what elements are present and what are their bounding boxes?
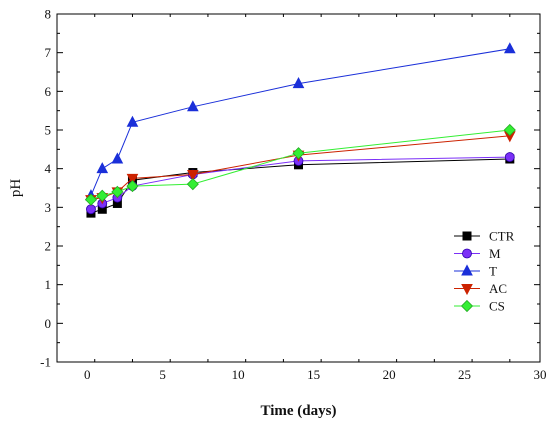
y-tick-label: 0 <box>45 316 52 331</box>
legend-label-ac: AC <box>489 281 507 296</box>
series-cs-point <box>292 147 305 160</box>
series-t-point <box>292 77 305 89</box>
series-t-point <box>96 162 109 174</box>
y-tick-label: 8 <box>45 7 52 22</box>
x-tick-label: 20 <box>383 367 396 382</box>
series-cs-point <box>84 193 98 206</box>
series-cs-point <box>503 123 516 137</box>
y-tick-label: 1 <box>45 277 52 292</box>
x-tick-label: 10 <box>232 367 245 382</box>
y-tick-label: 5 <box>45 123 52 138</box>
series-cs-point <box>96 189 109 202</box>
series-t-line <box>90 48 510 196</box>
series-t <box>85 42 516 201</box>
y-tick-label: -1 <box>40 355 51 370</box>
legend-item-cs: CS <box>454 299 505 314</box>
series-cs-point <box>186 178 199 191</box>
series-cs-point <box>126 180 139 193</box>
legend-item-ac: AC <box>454 281 507 296</box>
x-tick-label: 5 <box>159 367 166 382</box>
legend-marker-m <box>462 248 472 259</box>
y-tick-label: 6 <box>45 84 52 99</box>
x-tick-label: 0 <box>84 367 91 382</box>
legend-marker-t <box>461 264 473 276</box>
legend-item-t: T <box>454 264 497 279</box>
y-tick-label: 7 <box>45 45 52 60</box>
legend-marker-ac <box>461 284 473 296</box>
legend-label-m: M <box>489 246 501 261</box>
legend-label-ctr: CTR <box>489 229 515 244</box>
series-cs-point <box>111 185 124 198</box>
series-t-point <box>187 100 199 112</box>
series-ac-point <box>126 173 139 185</box>
legend-item-m: M <box>454 246 501 261</box>
series-m <box>86 152 515 215</box>
legend-label-cs: CS <box>489 299 505 314</box>
series-m-point <box>504 152 515 162</box>
x-axis-title: Time (days) <box>261 403 337 419</box>
legend-item-ctr: CTR <box>454 229 515 244</box>
axes: 0 5 10 15 20 25 30 -1 0 1 2 3 4 5 6 7 8 <box>40 7 546 383</box>
x-tick-label: 15 <box>307 367 320 382</box>
legend-marker-ctr <box>462 231 472 241</box>
y-tick-label: 2 <box>45 239 52 254</box>
y-tick-label: 3 <box>45 200 52 215</box>
series-layer <box>84 42 516 218</box>
series-t-point <box>111 152 124 164</box>
legend: CTR MT AC CS <box>454 229 515 314</box>
x-tick-label: 25 <box>458 367 471 382</box>
legend-marker-cs <box>460 299 474 313</box>
x-tick-label: 30 <box>534 367 547 382</box>
series-t-point <box>503 42 516 54</box>
series-cs <box>84 123 516 206</box>
series-ac-point <box>187 169 199 182</box>
series-t-point <box>126 115 139 127</box>
legend-label-t: T <box>489 264 497 279</box>
y-axis-title: pH <box>8 179 24 198</box>
y-tick-label: 4 <box>45 161 52 176</box>
